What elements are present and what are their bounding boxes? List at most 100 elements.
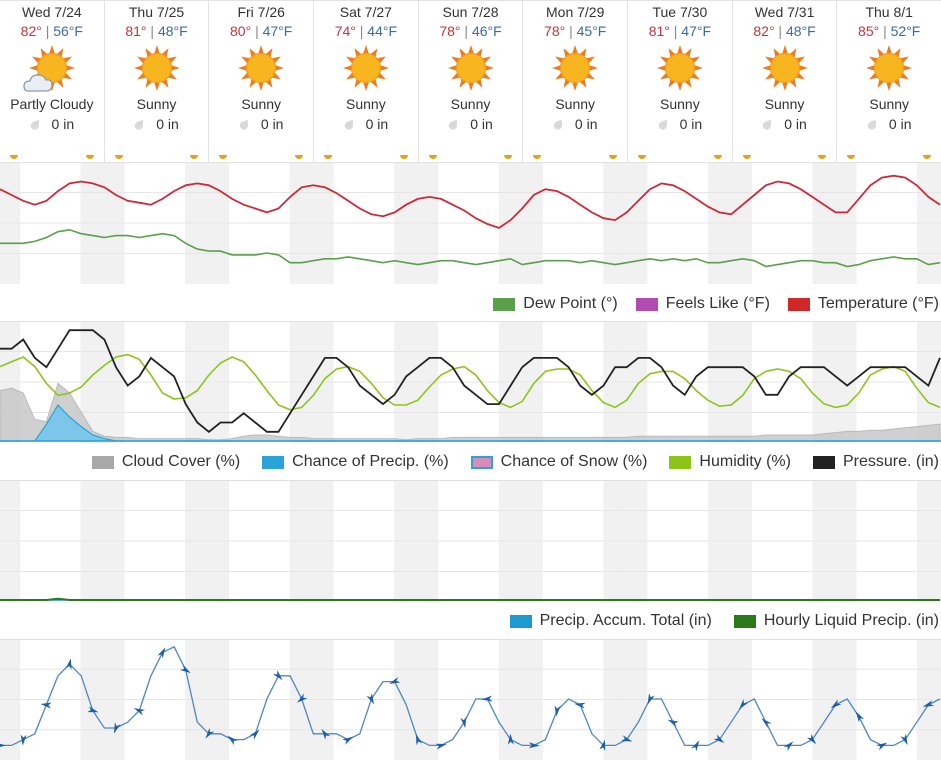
day-precip: 0 in <box>314 116 418 132</box>
day-condition: Sunny <box>869 96 910 112</box>
humidity-line <box>0 353 941 411</box>
day-card[interactable]: Thu 7/25 81° | 48°F Sunny 0 in <box>104 0 210 162</box>
low-temp: 48°F <box>157 23 188 39</box>
legend-temperature[interactable]: Temperature (°F) <box>787 295 939 313</box>
dew-point-swatch <box>493 297 516 311</box>
sun-icon <box>761 45 808 91</box>
precip-amount: 0 in <box>784 116 807 132</box>
chance-precip-swatch <box>262 455 285 469</box>
wind-direction-arrow <box>806 733 817 745</box>
wind-direction-arrow <box>205 727 215 739</box>
day-card[interactable]: Thu 8/1 85° | 52°F Sunny 0 in <box>837 0 941 162</box>
legend-chance-precip[interactable]: Chance of Precip. (%) <box>262 453 449 471</box>
precip-amount: 0 in <box>365 116 389 132</box>
feels-like-swatch <box>635 297 658 311</box>
wind-direction-arrow <box>691 740 700 752</box>
raindrop-icon <box>553 119 562 130</box>
day-temps: 80° | 47°F <box>209 23 313 39</box>
day-date: Fri 7/26 <box>237 4 285 20</box>
wind-direction-arrow <box>249 729 260 740</box>
day-condition: Sunny <box>450 96 491 112</box>
wind-direction-arrow <box>667 719 679 728</box>
sunset-icon <box>818 155 827 159</box>
sunrise-icon <box>114 155 123 159</box>
legend-feels-like[interactable]: Feels Like (°F) <box>635 295 770 313</box>
legend-precip-accum[interactable]: Precip. Accum. Total (in) <box>509 612 712 630</box>
day-date: Wed 7/31 <box>754 4 815 20</box>
legend-pressure-label: Pressure. (in) <box>842 453 939 470</box>
pressure-swatch <box>812 455 835 469</box>
precip-amount: 0 in <box>156 116 179 132</box>
high-temp: 78° <box>439 23 461 39</box>
legend-pressure[interactable]: Pressure. (in) <box>812 453 939 471</box>
day-condition: Sunny <box>136 96 177 112</box>
hourly-liquid-line <box>0 597 940 601</box>
day-precip: 0 in <box>0 116 104 132</box>
wind-direction-arrow <box>113 722 121 734</box>
high-temp: 82° <box>753 23 775 39</box>
legend-dew-point[interactable]: Dew Point (°) <box>493 295 618 313</box>
wind-chart <box>0 639 941 760</box>
legend-cloud-cover-label: Cloud Cover (%) <box>121 453 241 470</box>
sun-icon <box>866 45 913 91</box>
day-card[interactable]: Wed 7/24 82° | 56°F Partly Cloudy 0 in <box>0 0 105 162</box>
raindrop-icon <box>449 119 458 130</box>
sun-icon <box>342 45 389 91</box>
temp-separator: | <box>146 23 158 39</box>
legend-chance-snow[interactable]: Chance of Snow (%) <box>470 453 647 471</box>
sunrise-icon <box>10 155 18 159</box>
sunset-icon <box>399 155 408 159</box>
day-temps: 78° | 45°F <box>523 23 627 39</box>
pressure-line <box>0 329 941 433</box>
wind-direction-arrow <box>87 706 99 713</box>
legend-humidity-label: Humidity (%) <box>699 453 791 470</box>
day-temps: 82° | 56°F <box>0 23 104 39</box>
day-date: Sat 7/27 <box>339 4 392 20</box>
wind-direction-arrow <box>855 711 864 723</box>
wind-direction-arrow <box>321 728 331 740</box>
temperature-line <box>0 174 941 229</box>
raindrop-icon <box>30 119 39 130</box>
day-card[interactable]: Mon 7/29 78° | 45°F Sunny 0 in <box>523 0 629 162</box>
day-condition: Sunny <box>660 96 700 112</box>
raindrop-icon <box>763 119 772 130</box>
wind-direction-arrow <box>739 699 749 710</box>
day-card[interactable]: Sat 7/27 74° | 44°F Sunny 0 in <box>314 0 419 162</box>
temp-separator: | <box>565 23 577 39</box>
wind-direction-arrow <box>647 693 655 705</box>
day-condition: Sunny <box>764 96 805 112</box>
day-precip: 0 in <box>105 116 209 132</box>
wind-direction-arrow <box>179 664 191 674</box>
day-date: Thu 8/1 <box>865 4 913 20</box>
legend-cloud-cover[interactable]: Cloud Cover (%) <box>91 453 241 471</box>
raindrop-icon <box>135 119 144 130</box>
legend-humidity[interactable]: Humidity (%) <box>669 453 791 471</box>
raindrop-icon <box>658 119 667 130</box>
sun-icon <box>447 45 494 91</box>
wind-direction-arrow <box>65 658 72 670</box>
temperature-swatch <box>787 297 810 311</box>
wind-direction-arrow <box>366 693 375 705</box>
low-temp: 45°F <box>576 23 607 39</box>
precip-amount: 0 in <box>51 116 75 132</box>
wind-direction-arrow <box>272 670 283 681</box>
sunrise-icon <box>219 155 228 159</box>
day-card[interactable]: Sun 7/28 78° | 46°F Sunny 0 in <box>418 0 524 162</box>
day-card[interactable]: Tue 7/30 81° | 47°F Sunny 0 in <box>628 0 733 162</box>
sunset-icon <box>295 155 304 159</box>
sunrise-icon <box>847 155 856 159</box>
hourly-liquid-swatch <box>733 614 756 628</box>
day-card[interactable]: Fri 7/26 80° | 47°F Sunny 0 in <box>209 0 315 162</box>
wind-direction-arrow <box>296 693 308 703</box>
high-temp: 85° <box>858 23 880 39</box>
wind-direction-arrow <box>507 733 514 745</box>
day-condition: Partly Cloudy <box>10 96 94 112</box>
day-card[interactable]: Wed 7/31 82° | 48°F Sunny 0 in <box>732 0 838 162</box>
legend-hourly-liquid[interactable]: Hourly Liquid Precip. (in) <box>733 612 939 630</box>
precip-amount: 0 in <box>470 116 493 132</box>
wind-direction-arrow <box>599 739 606 751</box>
day-condition: Sunny <box>346 96 386 112</box>
day-date: Thu 7/25 <box>128 4 185 20</box>
sun-icon <box>238 45 285 91</box>
wind-direction-arrow <box>783 741 794 752</box>
